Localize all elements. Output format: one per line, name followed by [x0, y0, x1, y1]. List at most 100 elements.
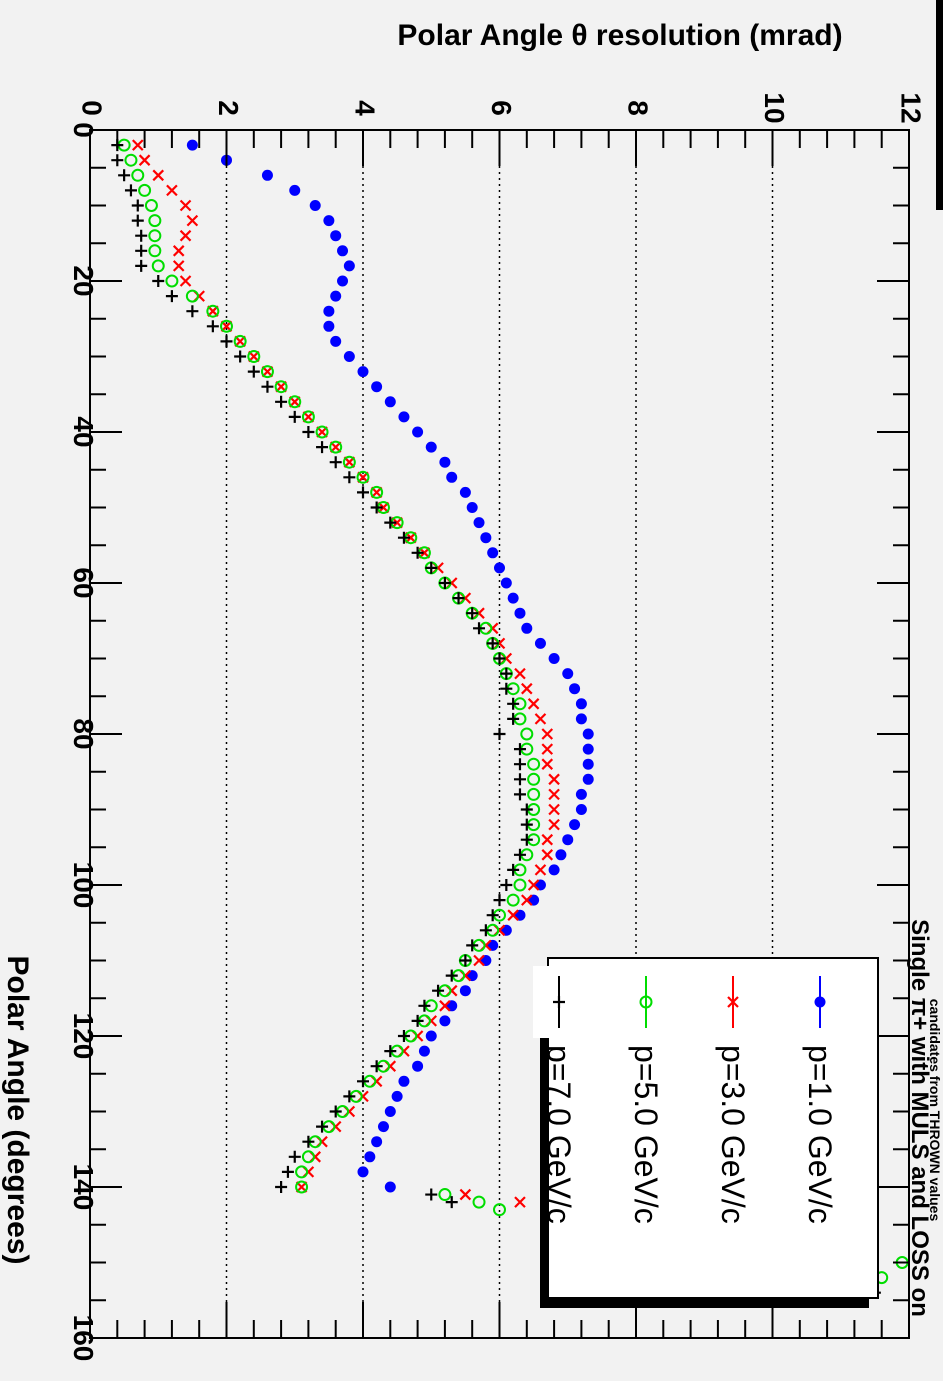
y-tick-label: 12: [896, 92, 927, 123]
data-point: [179, 275, 192, 287]
data-point: [541, 758, 554, 770]
data-point: [527, 772, 541, 786]
data-point: [397, 531, 410, 544]
data-point: [432, 984, 445, 997]
data-point: [131, 199, 144, 212]
data-point: [398, 411, 410, 423]
data-point: [377, 1121, 389, 1133]
data-point: [411, 1014, 424, 1027]
y-axis-title: Polar Angle θ resolution (mrad): [397, 19, 842, 52]
data-point: [541, 849, 554, 861]
data-point: [513, 848, 526, 861]
data-point: [418, 1045, 430, 1057]
data-point: [371, 1136, 383, 1148]
data-point: [486, 909, 499, 922]
data-point: [384, 1045, 397, 1058]
data-point: [521, 894, 533, 906]
data-point: [330, 335, 342, 347]
data-point: [131, 168, 145, 182]
data-point: [507, 592, 519, 604]
data-point: [131, 139, 144, 151]
data-point: [534, 637, 546, 649]
data-point: [364, 1151, 376, 1163]
data-point: [548, 788, 560, 801]
data-point: [541, 743, 554, 755]
data-point: [323, 305, 335, 317]
data-point: [418, 999, 431, 1012]
data-point: [384, 1181, 396, 1193]
data-point: [172, 260, 185, 272]
data-point: [527, 698, 540, 710]
data-point: [135, 244, 148, 257]
data-point: [357, 1166, 369, 1178]
data-point: [343, 260, 355, 272]
data-point: [357, 486, 369, 499]
data-point: [288, 395, 302, 409]
data-point: [493, 1203, 506, 1217]
data-point: [562, 668, 574, 680]
data-point: [472, 1195, 486, 1209]
data-point: [425, 1188, 438, 1201]
data-point: [206, 320, 219, 333]
data-point: [288, 410, 301, 423]
data-point: [425, 561, 438, 574]
x-tick-label: 80: [68, 718, 99, 749]
data-point: [138, 183, 152, 197]
data-point: [513, 758, 526, 771]
data-point: [234, 350, 247, 363]
data-point: [261, 169, 273, 181]
x-tick-label: 120: [68, 1013, 99, 1060]
data-point: [452, 592, 465, 605]
legend-label: p=5.0 GeV/c: [628, 1045, 664, 1224]
data-point: [166, 184, 178, 197]
data-point: [582, 728, 594, 740]
data-point: [446, 471, 458, 483]
data-point: [135, 229, 148, 242]
data-point: [459, 1188, 472, 1201]
legend-label: p=3.0 GeV/c: [715, 1045, 751, 1224]
data-point: [541, 833, 554, 846]
data-point: [186, 139, 198, 151]
data-point: [329, 456, 342, 469]
data-point: [500, 577, 512, 589]
data-point: [371, 381, 383, 393]
data-point: [548, 803, 560, 816]
data-point: [343, 471, 356, 484]
data-point: [275, 395, 288, 408]
data-point: [438, 577, 451, 589]
data-point: [425, 441, 437, 453]
data-point: [295, 1165, 309, 1179]
data-point: [548, 818, 560, 831]
data-point: [445, 1196, 458, 1209]
x-tick-label: 60: [68, 567, 99, 598]
legend-label: p=1.0 GeV/c: [802, 1045, 838, 1224]
data-point: [527, 787, 541, 801]
data-point: [261, 380, 274, 393]
data-point: [541, 728, 554, 740]
data-point: [384, 1106, 396, 1117]
x-tick-label: 0: [68, 122, 99, 138]
data-point: [172, 245, 185, 257]
data-point: [370, 1060, 383, 1073]
data-point: [391, 1090, 403, 1102]
data-point: [179, 229, 192, 242]
data-point: [131, 214, 144, 227]
data-point: [330, 290, 342, 302]
data-point: [343, 351, 355, 362]
tick-labels: 0 20 40 60 80 100 120 140 160 0 2 4 6 8 10 12: [68, 92, 927, 1361]
data-point: [439, 456, 451, 468]
data-point: [521, 622, 533, 634]
data-point: [466, 607, 479, 620]
y-tick-label: 0: [77, 100, 108, 116]
data-point: [220, 319, 233, 333]
series-3: [111, 139, 881, 1307]
data-point: [370, 501, 383, 514]
legend-swatch-marker: [553, 996, 565, 1008]
data-point: [480, 532, 492, 544]
legend-swatch-marker: [727, 996, 739, 1008]
data-point: [330, 230, 342, 242]
legend-swatch-marker: [814, 996, 826, 1008]
data-point: [247, 365, 260, 378]
data-point: [152, 169, 165, 182]
